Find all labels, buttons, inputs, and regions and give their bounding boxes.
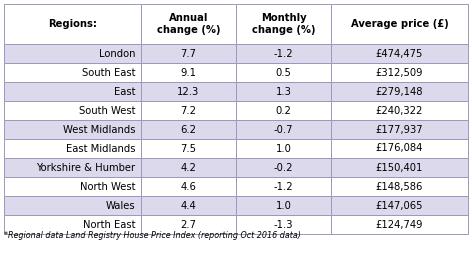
Text: £240,322: £240,322	[376, 106, 423, 116]
Text: -1.2: -1.2	[274, 49, 294, 59]
Text: £176,084: £176,084	[376, 143, 423, 154]
Bar	[141, 101, 236, 120]
Bar	[141, 44, 236, 63]
Text: -1.2: -1.2	[274, 181, 294, 191]
Bar	[141, 120, 236, 139]
Bar	[141, 177, 236, 196]
Bar	[4, 120, 141, 139]
Text: £279,148: £279,148	[376, 86, 423, 96]
Bar	[4, 158, 141, 177]
Bar	[141, 196, 236, 215]
Text: 12.3: 12.3	[177, 86, 200, 96]
Bar	[4, 4, 141, 44]
Bar	[236, 101, 331, 120]
Text: North West: North West	[80, 181, 135, 191]
Text: London: London	[99, 49, 135, 59]
Text: 1.3: 1.3	[276, 86, 292, 96]
Text: 0.2: 0.2	[276, 106, 292, 116]
Text: 6.2: 6.2	[180, 125, 196, 134]
Bar	[141, 63, 236, 82]
Text: South West: South West	[79, 106, 135, 116]
Text: £177,937: £177,937	[376, 125, 423, 134]
Bar	[331, 120, 468, 139]
Text: Average price (£): Average price (£)	[351, 19, 448, 29]
Text: 0.5: 0.5	[276, 68, 292, 77]
Bar	[4, 82, 141, 101]
Text: Yorkshire & Humber: Yorkshire & Humber	[36, 163, 135, 173]
Text: 4.6: 4.6	[180, 181, 196, 191]
Text: West Midlands: West Midlands	[63, 125, 135, 134]
Bar	[141, 215, 236, 234]
Text: £312,509: £312,509	[376, 68, 423, 77]
Text: 1.0: 1.0	[276, 200, 292, 211]
Bar	[236, 215, 331, 234]
Text: Wales: Wales	[106, 200, 135, 211]
Text: £148,586: £148,586	[376, 181, 423, 191]
Bar	[236, 82, 331, 101]
Text: £150,401: £150,401	[376, 163, 423, 173]
Bar	[4, 139, 141, 158]
Text: 7.7: 7.7	[180, 49, 196, 59]
Bar	[4, 44, 141, 63]
Text: 2.7: 2.7	[180, 220, 196, 230]
Text: Monthly
change (%): Monthly change (%)	[252, 13, 315, 35]
Bar	[141, 82, 236, 101]
Text: Annual
change (%): Annual change (%)	[157, 13, 220, 35]
Text: -1.3: -1.3	[274, 220, 293, 230]
Text: -0.2: -0.2	[274, 163, 293, 173]
Text: -0.7: -0.7	[274, 125, 293, 134]
Text: North East: North East	[83, 220, 135, 230]
Bar	[331, 4, 468, 44]
Bar	[236, 158, 331, 177]
Text: 7.2: 7.2	[180, 106, 196, 116]
Bar	[4, 63, 141, 82]
Bar	[331, 158, 468, 177]
Bar	[4, 177, 141, 196]
Bar	[236, 177, 331, 196]
Bar	[4, 215, 141, 234]
Bar	[331, 44, 468, 63]
Text: Regions:: Regions:	[48, 19, 97, 29]
Bar	[4, 196, 141, 215]
Text: 9.1: 9.1	[180, 68, 196, 77]
Bar	[331, 101, 468, 120]
Text: 7.5: 7.5	[180, 143, 196, 154]
Bar	[236, 120, 331, 139]
Text: 4.2: 4.2	[180, 163, 196, 173]
Bar	[331, 82, 468, 101]
Text: *Regional data Land Registry House Price Index (reporting Oct 2016 data): *Regional data Land Registry House Price…	[4, 231, 301, 240]
Text: East: East	[114, 86, 135, 96]
Bar	[331, 177, 468, 196]
Bar	[331, 196, 468, 215]
Bar	[141, 158, 236, 177]
Bar	[331, 63, 468, 82]
Text: £124,749: £124,749	[376, 220, 423, 230]
Text: £474,475: £474,475	[376, 49, 423, 59]
Bar	[236, 63, 331, 82]
Text: South East: South East	[82, 68, 135, 77]
Text: £147,065: £147,065	[376, 200, 423, 211]
Bar	[236, 139, 331, 158]
Text: 1.0: 1.0	[276, 143, 292, 154]
Bar	[141, 4, 236, 44]
Bar	[236, 4, 331, 44]
Bar	[331, 215, 468, 234]
Text: East Midlands: East Midlands	[66, 143, 135, 154]
Text: 4.4: 4.4	[181, 200, 196, 211]
Bar	[236, 44, 331, 63]
Bar	[236, 196, 331, 215]
Bar	[4, 101, 141, 120]
Bar	[141, 139, 236, 158]
Bar	[331, 139, 468, 158]
